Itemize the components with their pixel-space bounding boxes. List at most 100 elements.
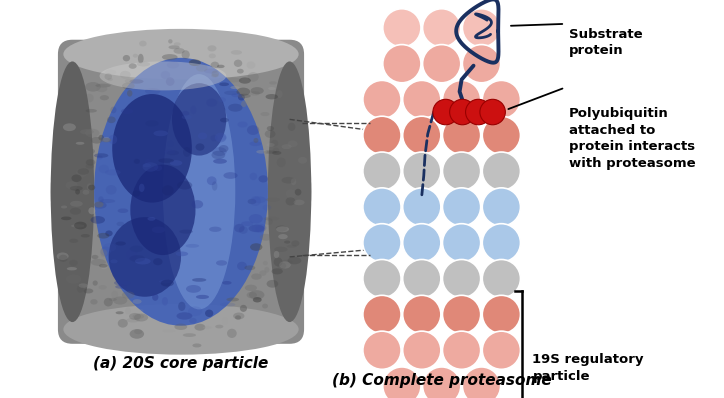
Ellipse shape xyxy=(214,135,226,141)
Ellipse shape xyxy=(233,312,245,320)
Ellipse shape xyxy=(282,177,295,183)
Ellipse shape xyxy=(209,226,222,232)
Ellipse shape xyxy=(253,138,258,143)
Ellipse shape xyxy=(77,285,83,293)
Ellipse shape xyxy=(188,306,202,316)
Ellipse shape xyxy=(290,267,294,272)
Ellipse shape xyxy=(94,153,109,158)
Ellipse shape xyxy=(69,260,78,266)
Ellipse shape xyxy=(247,292,257,298)
Ellipse shape xyxy=(215,325,224,328)
Circle shape xyxy=(403,116,441,154)
Ellipse shape xyxy=(222,317,227,325)
Ellipse shape xyxy=(250,243,262,251)
Ellipse shape xyxy=(182,111,189,116)
Ellipse shape xyxy=(71,224,85,228)
Ellipse shape xyxy=(272,151,282,155)
Ellipse shape xyxy=(129,63,137,69)
Ellipse shape xyxy=(241,221,253,226)
Ellipse shape xyxy=(90,216,105,224)
Ellipse shape xyxy=(97,156,103,160)
Circle shape xyxy=(403,152,441,190)
Ellipse shape xyxy=(261,112,269,116)
Ellipse shape xyxy=(101,138,111,142)
Ellipse shape xyxy=(85,159,96,166)
Ellipse shape xyxy=(153,131,168,136)
Ellipse shape xyxy=(134,314,148,322)
Ellipse shape xyxy=(266,94,278,100)
Ellipse shape xyxy=(98,285,106,289)
Ellipse shape xyxy=(94,202,106,209)
FancyBboxPatch shape xyxy=(58,40,304,344)
Ellipse shape xyxy=(260,234,272,241)
Ellipse shape xyxy=(130,79,143,84)
Circle shape xyxy=(442,295,481,334)
Ellipse shape xyxy=(132,54,138,58)
Ellipse shape xyxy=(104,298,113,306)
Circle shape xyxy=(442,188,481,226)
Ellipse shape xyxy=(93,281,98,286)
Ellipse shape xyxy=(169,45,180,49)
Ellipse shape xyxy=(211,62,219,68)
Ellipse shape xyxy=(293,200,305,205)
Ellipse shape xyxy=(137,62,150,66)
Ellipse shape xyxy=(174,42,181,46)
Ellipse shape xyxy=(81,234,90,238)
Ellipse shape xyxy=(192,200,203,209)
Ellipse shape xyxy=(100,95,109,100)
Ellipse shape xyxy=(253,297,261,302)
Ellipse shape xyxy=(105,169,121,176)
Ellipse shape xyxy=(276,226,287,232)
Ellipse shape xyxy=(135,258,151,265)
Ellipse shape xyxy=(161,71,170,79)
Ellipse shape xyxy=(250,91,260,96)
Ellipse shape xyxy=(104,73,112,80)
Ellipse shape xyxy=(98,165,109,173)
Ellipse shape xyxy=(215,133,227,142)
Ellipse shape xyxy=(234,60,243,67)
Ellipse shape xyxy=(83,190,89,195)
Ellipse shape xyxy=(85,129,99,137)
Ellipse shape xyxy=(263,205,272,211)
Ellipse shape xyxy=(122,82,135,89)
Ellipse shape xyxy=(116,311,124,314)
Ellipse shape xyxy=(146,120,159,127)
Ellipse shape xyxy=(99,264,108,267)
Circle shape xyxy=(482,188,521,226)
Ellipse shape xyxy=(96,84,111,88)
Ellipse shape xyxy=(212,181,217,191)
Ellipse shape xyxy=(227,329,237,338)
Ellipse shape xyxy=(85,109,97,113)
Circle shape xyxy=(403,259,441,298)
Ellipse shape xyxy=(159,158,174,163)
Ellipse shape xyxy=(88,207,96,215)
Ellipse shape xyxy=(249,290,264,300)
Ellipse shape xyxy=(189,59,201,66)
Ellipse shape xyxy=(274,251,279,258)
Ellipse shape xyxy=(248,72,258,82)
Ellipse shape xyxy=(196,295,209,299)
Ellipse shape xyxy=(167,141,174,147)
Ellipse shape xyxy=(51,36,311,347)
Ellipse shape xyxy=(269,81,277,85)
Circle shape xyxy=(442,152,481,190)
Ellipse shape xyxy=(268,61,311,322)
Ellipse shape xyxy=(180,230,193,234)
Ellipse shape xyxy=(241,101,247,107)
Ellipse shape xyxy=(250,173,257,180)
Ellipse shape xyxy=(193,343,201,347)
Ellipse shape xyxy=(287,140,298,147)
Ellipse shape xyxy=(113,297,127,304)
Ellipse shape xyxy=(276,226,289,232)
Ellipse shape xyxy=(153,258,163,265)
Ellipse shape xyxy=(152,293,159,301)
Ellipse shape xyxy=(129,313,141,320)
Ellipse shape xyxy=(130,246,143,252)
Ellipse shape xyxy=(277,90,282,98)
Circle shape xyxy=(403,188,441,226)
Circle shape xyxy=(363,152,401,190)
Circle shape xyxy=(463,45,500,83)
Ellipse shape xyxy=(91,259,106,266)
Circle shape xyxy=(442,331,481,369)
Ellipse shape xyxy=(121,108,133,114)
